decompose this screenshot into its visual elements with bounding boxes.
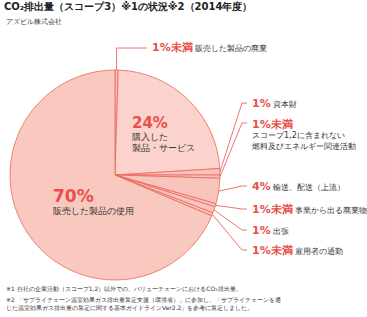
svg-text:※1 自社の企業活動（スコープ1,2）以外での、バリューチェ: ※1 自社の企業活動（スコープ1,2）以外での、バリューチェーンにおけるCO₂排… (6, 285, 242, 293)
svg-text:1%未満 事業から出る廃棄物: 1%未満 事業から出る廃棄物 (252, 203, 367, 216)
svg-text:1% 資本財: 1% 資本財 (252, 97, 297, 110)
svg-text:1%未満スコープ1,2に含まれない燃料及びエネルギー関連活動: 1%未満スコープ1,2に含まれない燃料及びエネルギー関連活動 (252, 118, 356, 151)
svg-text:CO₂排出量（スコープ3）※1の状況※2（2014年度）: CO₂排出量（スコープ3）※1の状況※2（2014年度） (4, 1, 252, 12)
svg-text:1% 出張: 1% 出張 (252, 224, 289, 237)
svg-text:1%未満 雇用者の通勤: 1%未満 雇用者の通勤 (252, 244, 343, 257)
svg-text:24%購入した製品・サービス: 24%購入した製品・サービス (132, 114, 195, 153)
svg-text:4% 輸送、配送（上流）: 4% 輸送、配送（上流） (252, 180, 345, 193)
svg-text:アズビル株式会社: アズビル株式会社 (6, 18, 62, 26)
svg-text:70%販売した製品の使用: 70%販売した製品の使用 (53, 186, 134, 216)
svg-text:※2 「サプライチェーン温室効果ガス排出量算定支援（環境省）: ※2 「サプライチェーン温室効果ガス排出量算定支援（環境省）」に参加し、「サプラ… (6, 296, 281, 312)
svg-text:1%未満 販売した製品の廃棄: 1%未満 販売した製品の廃棄 (152, 41, 267, 54)
